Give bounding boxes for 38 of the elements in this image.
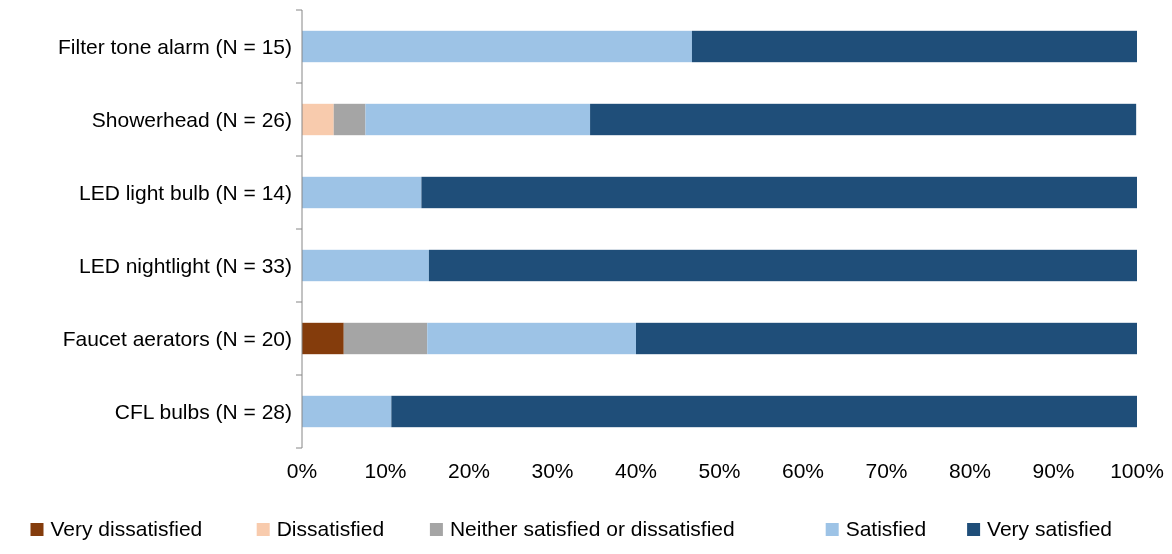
bar xyxy=(302,322,344,355)
y-tick-label: Filter tone alarm (N = 15) xyxy=(58,34,292,58)
bar xyxy=(421,176,1137,209)
bar xyxy=(302,30,692,63)
bar xyxy=(636,322,1137,355)
x-tick-label: 40% xyxy=(614,459,658,482)
x-tick-label: 0% xyxy=(286,459,318,482)
bar xyxy=(302,249,429,282)
bar xyxy=(302,103,334,136)
y-tick-label: LED nightlight (N = 33) xyxy=(78,253,292,277)
y-tick-label: Showerhead (N = 26) xyxy=(91,107,292,131)
x-tick-label: 70% xyxy=(865,459,908,482)
bar xyxy=(302,176,422,209)
bar xyxy=(428,249,1137,282)
x-tick-label: 10% xyxy=(364,459,407,482)
bar xyxy=(365,103,591,136)
legend-label: Satisfied xyxy=(845,517,927,540)
y-tick-label: LED light bulb (N = 14) xyxy=(78,180,292,204)
x-tick-label: 30% xyxy=(531,459,574,482)
y-tick-label: Faucet aerators (N = 20) xyxy=(62,326,292,350)
bar xyxy=(590,103,1137,136)
legend-label: Neither satisfied or dissatisfied xyxy=(449,517,735,540)
legend-label: Very dissatisfied xyxy=(50,517,203,540)
x-tick-label: 60% xyxy=(781,459,825,482)
x-tick-label: 90% xyxy=(1032,459,1075,482)
bar xyxy=(302,395,392,428)
x-tick-label: 80% xyxy=(948,459,992,482)
bar xyxy=(391,395,1137,428)
x-tick-label: 20% xyxy=(447,459,491,482)
bar xyxy=(333,103,366,136)
x-tick-label: 100% xyxy=(1110,459,1164,482)
legend-label: Very satisfied xyxy=(987,517,1113,540)
legend-label: Dissatisfied xyxy=(276,517,385,540)
bar xyxy=(427,322,636,355)
bar xyxy=(343,322,428,355)
x-tick-label: 50% xyxy=(698,459,741,482)
y-tick-label: CFL bulbs (N = 28) xyxy=(114,399,292,423)
bar xyxy=(691,30,1137,63)
